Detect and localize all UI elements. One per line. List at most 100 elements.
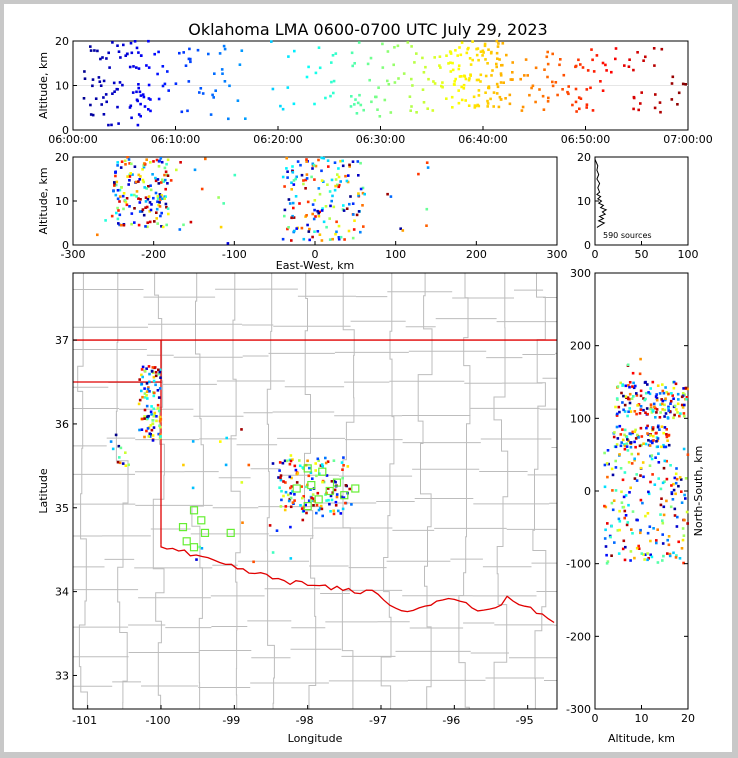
- time-height-point: [556, 93, 559, 97]
- ns-height-point: [649, 553, 652, 557]
- time-height-point: [463, 75, 467, 78]
- ew-height-point: [104, 219, 107, 222]
- county-line: [73, 288, 557, 299]
- plan-view-point: [148, 380, 151, 384]
- ew-height-point: [357, 192, 360, 195]
- ew-height-point: [137, 197, 140, 200]
- ns-height-point: [618, 509, 621, 513]
- plan-view-point: [337, 509, 340, 513]
- ew-height-point: [147, 185, 150, 188]
- ew-height-point: [163, 166, 167, 170]
- ns-height-point: [677, 540, 680, 544]
- ew-height-point: [320, 239, 324, 242]
- time-height-point: [409, 109, 412, 112]
- plan-view-point: [151, 434, 155, 437]
- ns-height-point: [621, 384, 624, 387]
- time-height-point: [642, 59, 645, 62]
- ew-height-point: [141, 178, 145, 182]
- plan-view-point: [154, 383, 157, 387]
- lma-station: [340, 491, 349, 500]
- ew-height-point: [308, 238, 311, 242]
- ew-height-point: [159, 157, 163, 160]
- ew-height-point: [291, 171, 295, 174]
- ns-height-point: [656, 384, 660, 387]
- ns-height-point: [628, 407, 631, 410]
- time-height-point: [139, 102, 142, 106]
- time-height-point: [198, 91, 201, 94]
- ns-height-point: [666, 538, 669, 542]
- ns-height-point: [603, 451, 606, 455]
- ew-height-point: [149, 208, 153, 212]
- time-height-point: [411, 84, 414, 87]
- plan-view-point: [287, 499, 291, 503]
- time-height-point: [178, 51, 181, 55]
- ew-height-point: [386, 192, 389, 196]
- ns-height-point: [610, 554, 613, 557]
- ew-height-point: [165, 162, 168, 166]
- time-height-ylabel: Altitude, km: [37, 52, 50, 119]
- ns-height-point: [670, 491, 674, 494]
- plan-view-point: [158, 433, 162, 437]
- ns-height-point: [638, 412, 642, 415]
- ew-height-point: [114, 183, 118, 187]
- time-height-point: [545, 55, 549, 59]
- ns-height-point: [639, 426, 643, 430]
- time-height-point: [460, 75, 463, 78]
- ew-height-point: [152, 160, 155, 163]
- plan-view-point: [308, 466, 311, 470]
- ew-height-point: [149, 161, 152, 164]
- ew-height-point: [158, 205, 162, 208]
- ew-height-point: [144, 206, 147, 209]
- county-line: [458, 273, 471, 709]
- time-height-point: [96, 49, 99, 53]
- ns-height-point: [660, 425, 664, 428]
- ns-height-point: [682, 387, 685, 390]
- plan-view-point: [289, 525, 292, 529]
- ew-height-point: [337, 175, 341, 179]
- time-height-point: [137, 113, 141, 116]
- time-height-point: [421, 88, 425, 91]
- time-height-point: [499, 98, 503, 101]
- time-height-point: [362, 108, 365, 112]
- plan-view-point: [304, 503, 307, 507]
- ns-height-point: [682, 534, 686, 537]
- time-height-point: [501, 63, 504, 67]
- time-height-point: [567, 85, 570, 88]
- ns-height-point: [685, 510, 689, 514]
- ns-height-point: [663, 415, 666, 418]
- plan-view-point: [332, 512, 336, 516]
- time-height-point: [228, 84, 231, 88]
- time-height-point: [474, 104, 478, 108]
- ew-height-point: [128, 205, 131, 208]
- time-height-point: [457, 101, 461, 105]
- time-height-point: [227, 117, 230, 121]
- time-height-point: [410, 105, 413, 108]
- ns-height-point: [635, 479, 639, 482]
- plan-view-point: [158, 415, 162, 419]
- ew-height-xtick-label: -300: [61, 248, 86, 261]
- time-height-point: [147, 108, 150, 111]
- ns-height-point: [661, 542, 665, 545]
- ns-height-point: [630, 397, 634, 400]
- ns-height-point: [644, 553, 647, 556]
- time-height-point: [415, 111, 418, 114]
- time-height-point: [238, 63, 242, 66]
- ns-height-point: [675, 525, 679, 528]
- time-height-point: [105, 100, 108, 104]
- ns-height-point: [637, 547, 641, 550]
- ew-height-point: [305, 173, 309, 176]
- ew-height-point: [347, 229, 351, 233]
- county-line: [73, 318, 557, 328]
- time-height-point: [454, 49, 457, 52]
- time-height-point: [101, 56, 104, 59]
- time-height-point: [490, 50, 493, 54]
- time-height-point: [479, 50, 483, 53]
- plan-view-point: [309, 488, 312, 491]
- ew-height-point: [313, 208, 316, 212]
- ew-height-point: [320, 209, 324, 212]
- ns-height-point: [682, 447, 686, 451]
- ew-height-point: [324, 205, 328, 208]
- ns-height-point: [648, 392, 652, 396]
- time-height-xtick-label: 06:30:00: [356, 133, 405, 146]
- ew-height-point: [166, 207, 170, 210]
